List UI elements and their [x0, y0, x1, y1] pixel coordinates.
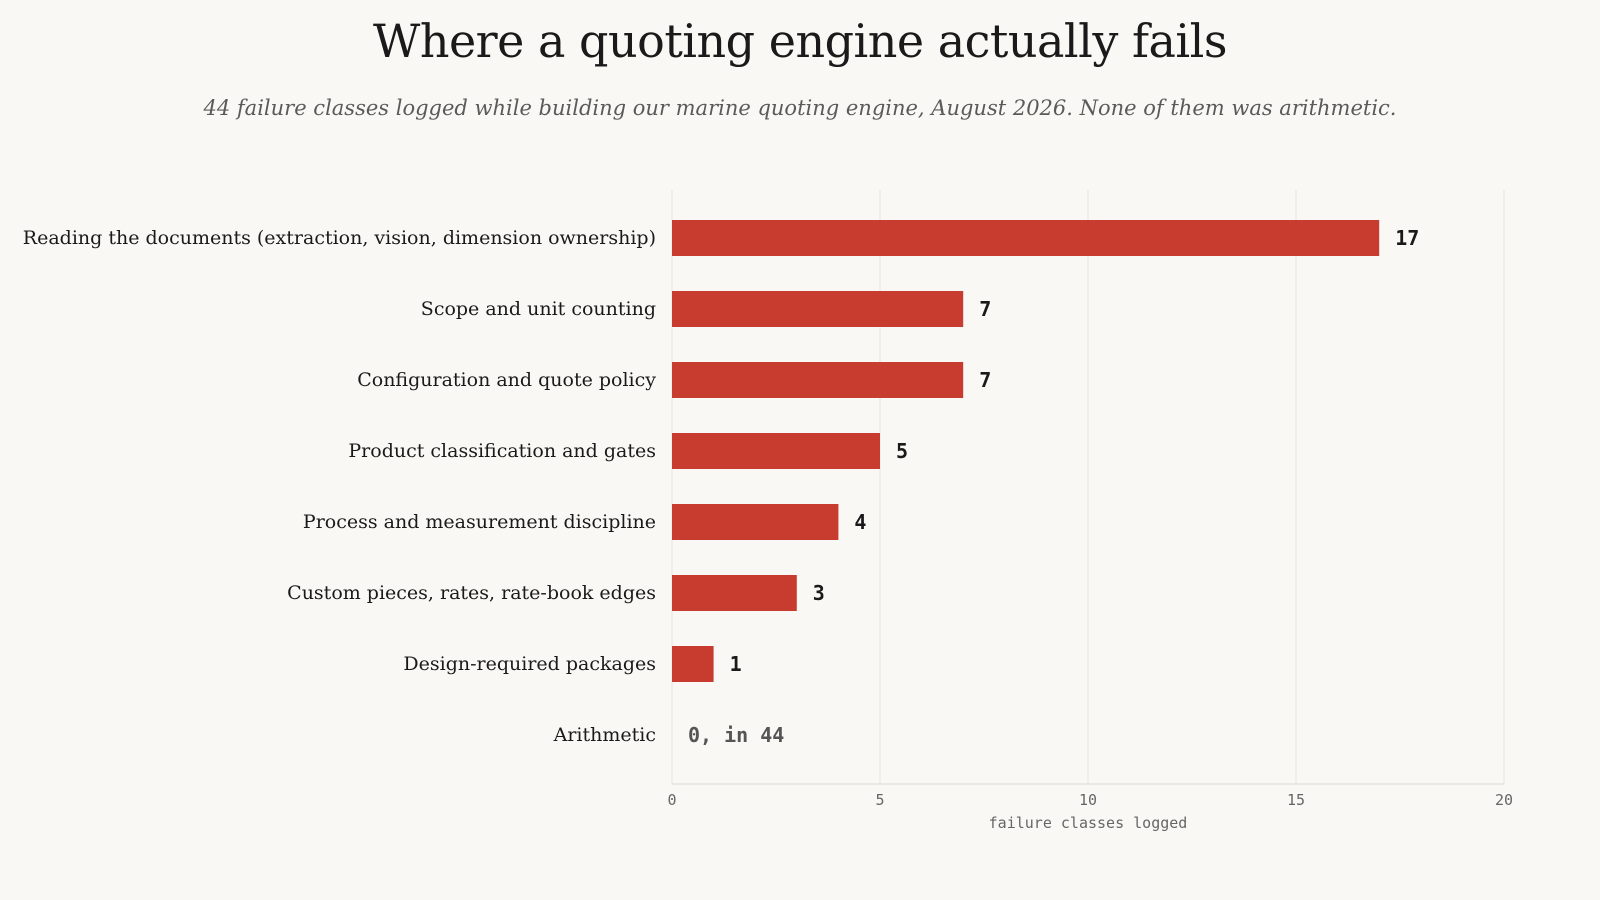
category-label: Reading the documents (extraction, visio…	[23, 227, 656, 249]
value-label: 4	[854, 510, 866, 534]
value-label: 17	[1395, 226, 1419, 250]
bar	[672, 504, 839, 540]
bars	[672, 220, 1380, 682]
chart-subtitle: 44 failure classes logged while building…	[203, 96, 1397, 120]
category-label: Arithmetic	[553, 724, 656, 746]
category-label: Product classification and gates	[348, 440, 656, 462]
bar	[672, 362, 964, 398]
category-label: Design-required packages	[403, 653, 656, 675]
category-label: Configuration and quote policy	[357, 369, 656, 391]
category-label: Scope and unit counting	[421, 298, 656, 320]
value-labels: 17 7 7 5 4 3 1 0, in 44	[688, 226, 1419, 747]
bar	[672, 646, 714, 682]
category-label: Process and measurement discipline	[303, 511, 656, 533]
value-label: 7	[979, 368, 991, 392]
value-label: 5	[896, 439, 908, 463]
chart-title: Where a quoting engine actually fails	[373, 14, 1227, 68]
category-labels: Reading the documents (extraction, visio…	[23, 227, 656, 746]
value-label: 3	[813, 581, 825, 605]
bar	[672, 433, 880, 469]
x-axis: 0 5 10 15 20 failure classes logged	[667, 783, 1513, 832]
x-tick-label: 10	[1079, 791, 1097, 809]
bar	[672, 575, 797, 611]
x-tick-label: 20	[1495, 791, 1513, 809]
bar	[672, 291, 964, 327]
value-label: 7	[979, 297, 991, 321]
x-axis-title: failure classes logged	[989, 814, 1188, 832]
bar	[672, 220, 1380, 256]
x-tick-label: 15	[1287, 791, 1305, 809]
category-label: Custom pieces, rates, rate-book edges	[287, 582, 656, 604]
x-tick-label: 5	[875, 791, 884, 809]
value-label: 0, in 44	[688, 723, 784, 747]
grid-lines	[671, 190, 1505, 784]
x-tick-label: 0	[667, 791, 676, 809]
value-label: 1	[730, 652, 742, 676]
